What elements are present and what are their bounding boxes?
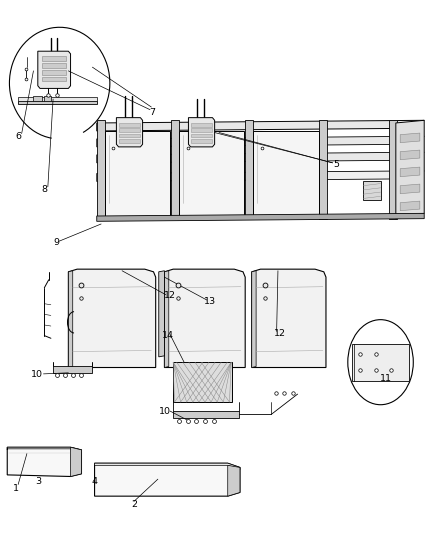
Polygon shape: [389, 120, 397, 219]
Polygon shape: [120, 134, 140, 138]
Polygon shape: [42, 56, 66, 61]
Text: 10: 10: [159, 407, 170, 416]
Text: 1: 1: [13, 483, 19, 492]
Text: 2: 2: [131, 500, 137, 509]
Polygon shape: [18, 101, 97, 104]
Polygon shape: [396, 120, 424, 219]
Polygon shape: [228, 465, 240, 496]
Polygon shape: [252, 271, 256, 368]
Polygon shape: [191, 128, 212, 132]
Polygon shape: [68, 269, 155, 368]
Polygon shape: [159, 271, 164, 357]
Polygon shape: [352, 344, 409, 381]
Polygon shape: [97, 136, 424, 147]
Polygon shape: [53, 367, 92, 373]
Polygon shape: [319, 120, 327, 219]
Text: 14: 14: [162, 331, 174, 340]
Polygon shape: [120, 123, 140, 127]
Polygon shape: [171, 120, 179, 219]
Polygon shape: [68, 271, 73, 368]
Polygon shape: [173, 411, 239, 418]
Polygon shape: [71, 447, 81, 477]
Polygon shape: [117, 118, 143, 147]
Polygon shape: [188, 118, 215, 147]
Polygon shape: [18, 98, 97, 101]
Text: 9: 9: [53, 238, 60, 247]
Polygon shape: [252, 269, 326, 368]
Polygon shape: [363, 181, 381, 200]
Polygon shape: [97, 120, 424, 131]
Polygon shape: [164, 269, 245, 368]
Text: 13: 13: [204, 296, 216, 305]
Polygon shape: [191, 139, 212, 143]
Polygon shape: [120, 139, 140, 143]
Text: 12: 12: [274, 329, 286, 338]
Text: 6: 6: [15, 132, 21, 141]
Text: 4: 4: [92, 478, 98, 486]
Polygon shape: [97, 120, 105, 219]
Polygon shape: [95, 463, 240, 496]
Polygon shape: [191, 134, 212, 138]
Polygon shape: [120, 128, 140, 132]
Polygon shape: [400, 167, 420, 176]
Polygon shape: [105, 131, 170, 216]
Bar: [33, 96, 42, 101]
Polygon shape: [7, 447, 81, 451]
Text: 5: 5: [333, 160, 339, 169]
Polygon shape: [164, 271, 169, 368]
Polygon shape: [97, 171, 424, 181]
Polygon shape: [253, 131, 318, 216]
Text: 8: 8: [41, 185, 47, 194]
Polygon shape: [191, 123, 212, 127]
Polygon shape: [245, 120, 253, 219]
Text: 11: 11: [380, 374, 392, 383]
Polygon shape: [7, 447, 81, 477]
Polygon shape: [97, 213, 424, 221]
Polygon shape: [38, 51, 71, 88]
Polygon shape: [173, 362, 232, 402]
Polygon shape: [97, 152, 424, 163]
Text: 12: 12: [164, 291, 176, 300]
Polygon shape: [400, 150, 420, 160]
Polygon shape: [42, 77, 66, 82]
Text: 7: 7: [150, 108, 155, 117]
Polygon shape: [400, 184, 420, 193]
Polygon shape: [400, 201, 420, 211]
Bar: [44, 96, 51, 101]
Text: 3: 3: [35, 478, 41, 486]
Polygon shape: [400, 133, 420, 143]
Polygon shape: [95, 463, 240, 470]
Polygon shape: [42, 70, 66, 75]
Polygon shape: [179, 131, 244, 216]
Polygon shape: [42, 63, 66, 68]
Text: 10: 10: [31, 370, 42, 379]
